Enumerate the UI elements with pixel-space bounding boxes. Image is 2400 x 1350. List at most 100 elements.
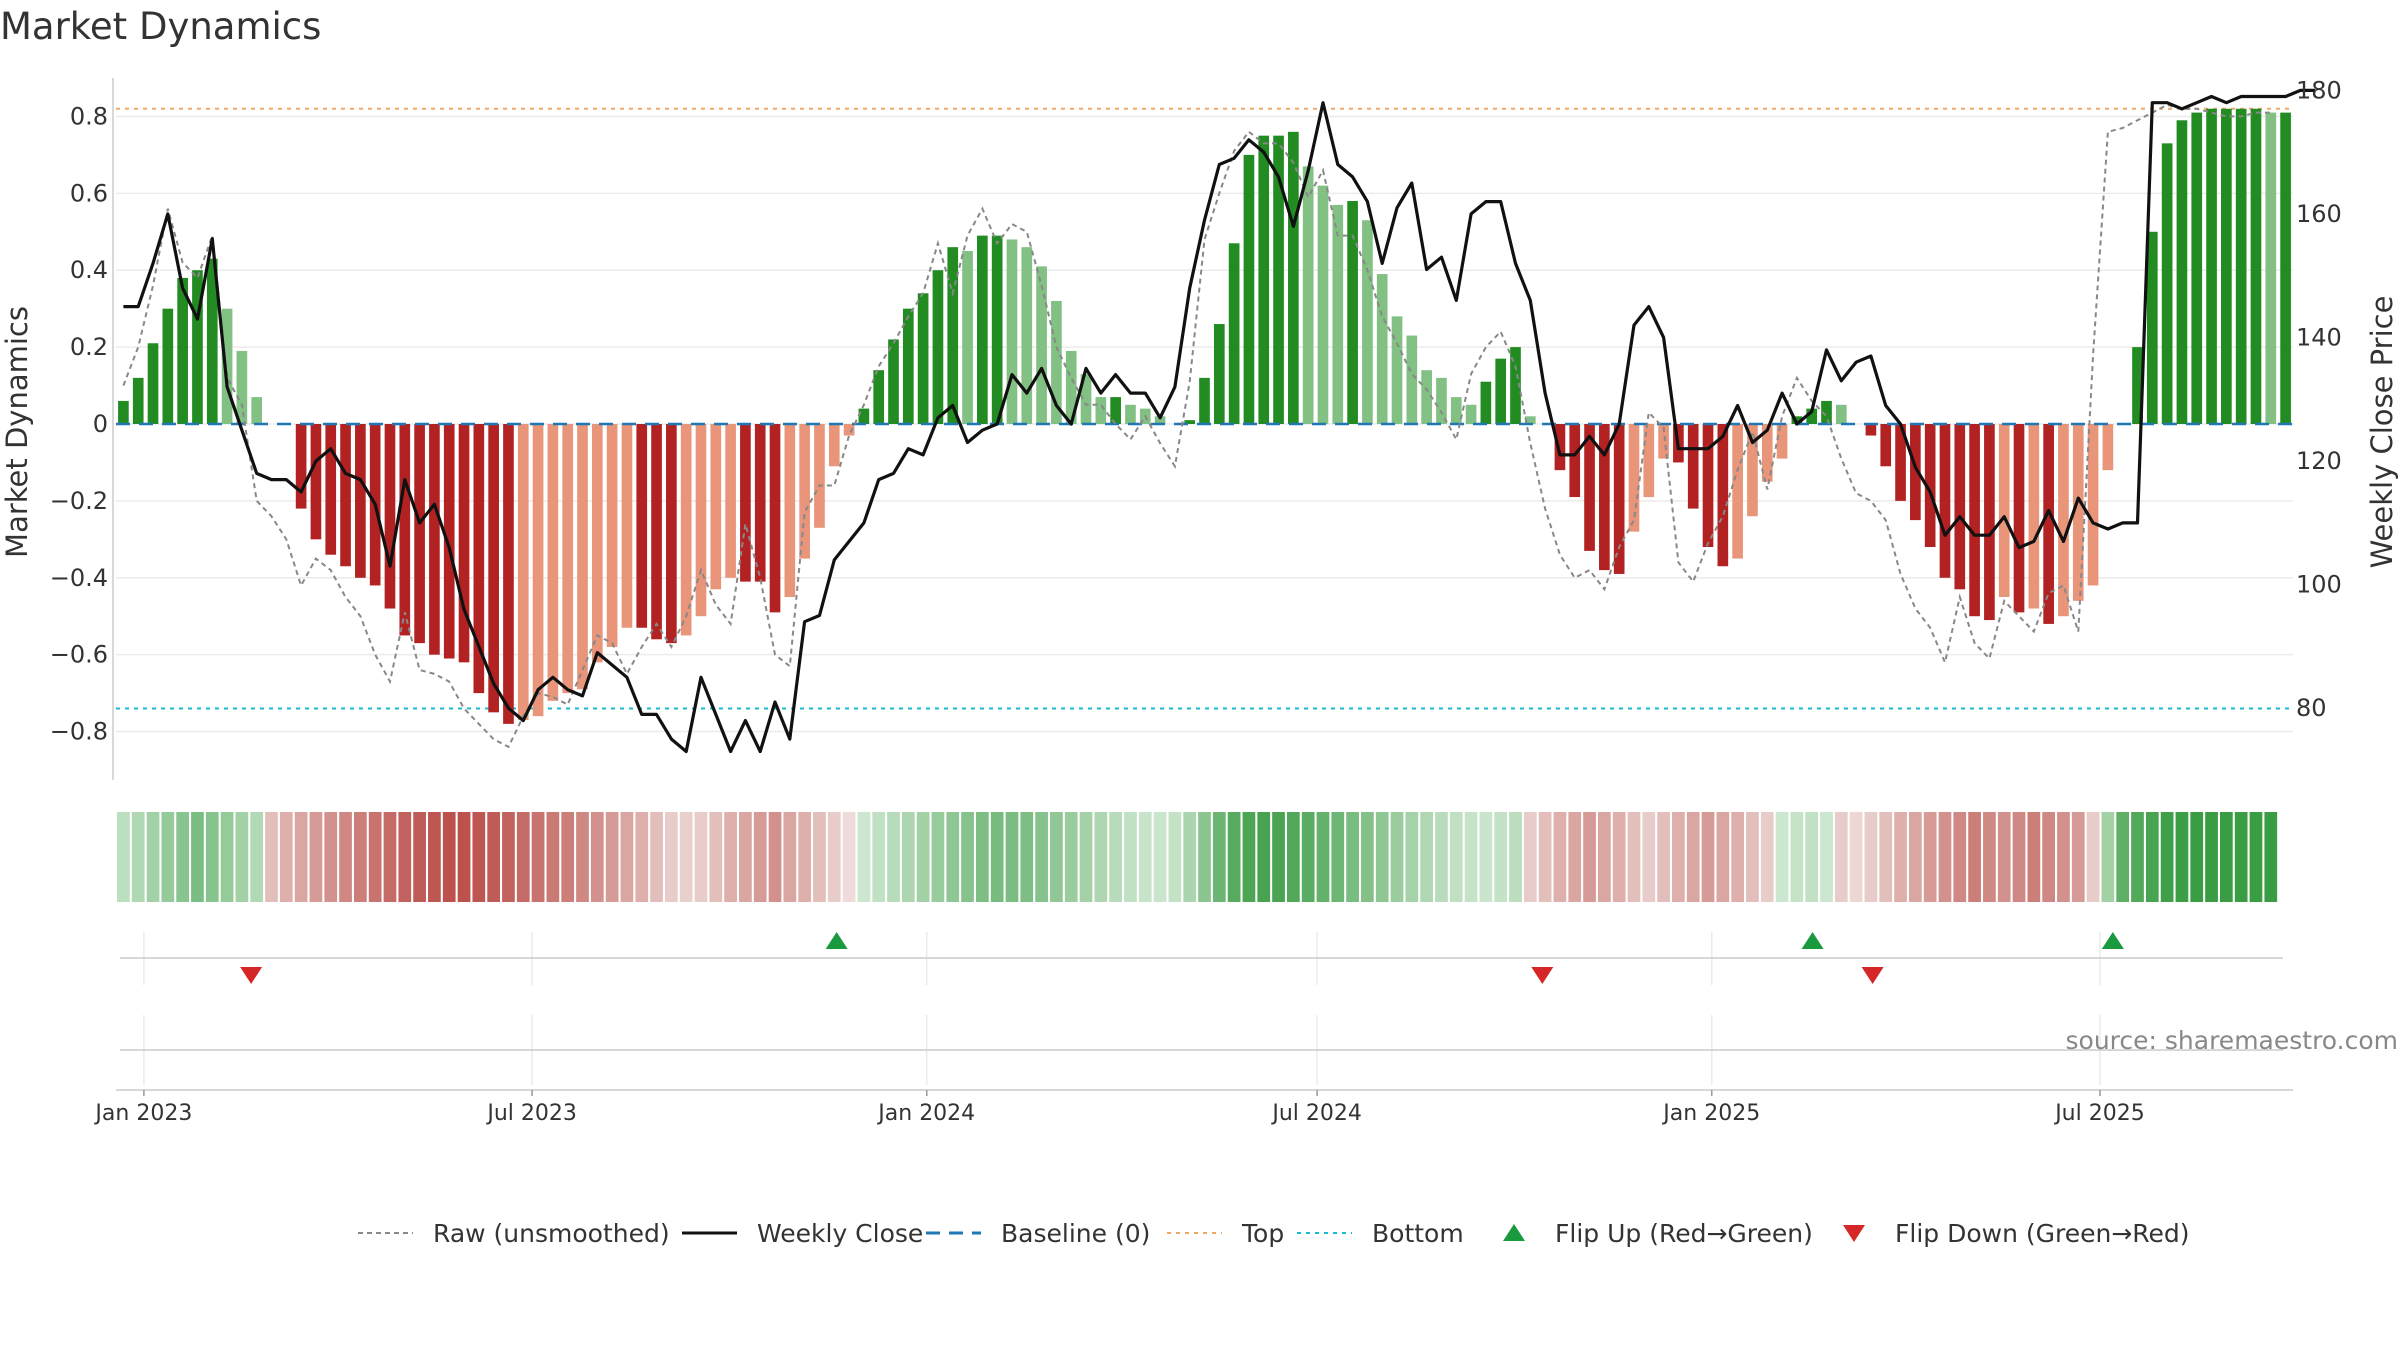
dynamics-bar	[1835, 404, 1847, 424]
state-cell	[1064, 812, 1078, 902]
dynamics-bar	[1658, 424, 1669, 459]
dynamics-bar	[2028, 424, 2040, 609]
state-cell	[1183, 812, 1197, 902]
state-cell	[2071, 812, 2085, 902]
state-cell	[2249, 812, 2263, 902]
chart-title: Market Dynamics	[0, 5, 321, 48]
dynamics-bar	[666, 424, 677, 644]
state-cell	[1716, 812, 1730, 902]
right-tick-label: 100	[2296, 571, 2342, 599]
dynamics-bar	[710, 424, 722, 590]
dynamics-bar	[621, 424, 633, 628]
dynamics-bar	[1376, 274, 1388, 424]
state-cell	[2027, 812, 2041, 902]
raw-series-line	[122, 103, 2271, 749]
dynamics-bar	[932, 270, 944, 424]
state-cell	[635, 812, 649, 902]
state-cell	[131, 812, 145, 902]
state-cell	[546, 812, 560, 902]
x-tick-label: Jul 2023	[485, 1101, 577, 1126]
state-cell	[1983, 812, 1996, 902]
state-cell	[1361, 812, 1374, 902]
dynamics-bar	[651, 424, 662, 640]
dynamics-bar	[1910, 424, 1921, 521]
dynamics-bar	[1954, 424, 1966, 590]
left-tick-label: −0.4	[50, 564, 108, 592]
state-cell	[176, 812, 190, 902]
state-cell	[2145, 812, 2159, 902]
state-cell	[1938, 812, 1952, 902]
dynamics-bar	[236, 350, 248, 424]
flip-up-marker	[2101, 932, 2124, 949]
dynamics-bar	[1643, 424, 1655, 498]
dynamics-bar	[799, 424, 810, 559]
dynamics-bar	[1821, 400, 1832, 424]
legend-label-baseline: Baseline (0)	[1001, 1219, 1150, 1248]
state-cell	[1242, 812, 1256, 902]
state-cell	[1316, 812, 1330, 902]
dynamics-bar	[1599, 424, 1610, 571]
state-cell	[1790, 812, 1804, 902]
dynamics-bar	[636, 424, 648, 628]
dynamics-bar	[873, 370, 885, 424]
state-cell	[191, 812, 204, 902]
state-cell	[1509, 812, 1522, 902]
state-cell	[1968, 812, 1981, 902]
dynamics-bar	[1569, 424, 1581, 498]
dynamics-bar	[1465, 404, 1477, 424]
state-cell	[1198, 812, 1211, 902]
state-cell	[1657, 812, 1670, 902]
dynamics-bar	[769, 424, 781, 613]
left-tick-label: 0.4	[70, 256, 108, 284]
right-tick-label: 120	[2296, 447, 2342, 475]
dynamics-bar	[2072, 424, 2084, 601]
dynamics-bar	[2221, 108, 2232, 424]
state-cell	[1272, 812, 1285, 902]
state-cell	[709, 812, 723, 902]
dynamics-bar	[1480, 381, 1492, 424]
dynamics-bar	[962, 251, 973, 424]
state-cell	[1420, 812, 1434, 902]
dynamics-bar	[2161, 143, 2173, 424]
dynamics-bars	[118, 108, 2291, 724]
state-cell	[516, 812, 530, 902]
dynamics-bar	[295, 424, 307, 509]
dynamics-bar	[473, 424, 485, 694]
state-cell	[1435, 812, 1448, 902]
dynamics-bar	[177, 277, 188, 424]
state-cell	[1820, 812, 1833, 902]
state-cell	[798, 812, 812, 902]
dynamics-bar	[1554, 424, 1566, 471]
dynamics-bar	[2058, 424, 2069, 617]
dynamics-bar	[577, 424, 588, 690]
dynamics-bar	[1791, 416, 1803, 424]
dynamics-bar	[1243, 154, 1255, 424]
dynamics-bar	[1510, 347, 1521, 424]
dynamics-bar	[1406, 335, 1418, 424]
state-cell	[383, 812, 397, 902]
dynamics-bar	[132, 377, 144, 424]
state-cell	[1642, 812, 1656, 902]
state-cell	[1124, 812, 1137, 902]
state-cell	[2042, 812, 2056, 902]
state-cell	[1227, 812, 1241, 902]
dynamics-bar	[2043, 424, 2054, 624]
state-cell	[768, 812, 782, 902]
dynamics-bar	[310, 424, 322, 540]
dynamics-bar	[725, 424, 736, 578]
state-cell	[1390, 812, 1404, 902]
dynamics-bar	[1865, 424, 1877, 436]
dynamics-bar	[591, 424, 603, 663]
dynamics-bar	[917, 293, 929, 424]
dynamics-bar	[1347, 201, 1358, 424]
state-cell	[1331, 812, 1345, 902]
dynamics-bar	[754, 424, 766, 582]
dynamics-bar	[1747, 424, 1758, 517]
state-cell	[502, 812, 515, 902]
dynamics-bar	[1924, 424, 1936, 548]
state-cell	[664, 812, 678, 902]
state-cell	[220, 812, 234, 902]
state-strip	[117, 812, 2278, 902]
state-cell	[279, 812, 293, 902]
dynamics-bar	[828, 424, 840, 467]
